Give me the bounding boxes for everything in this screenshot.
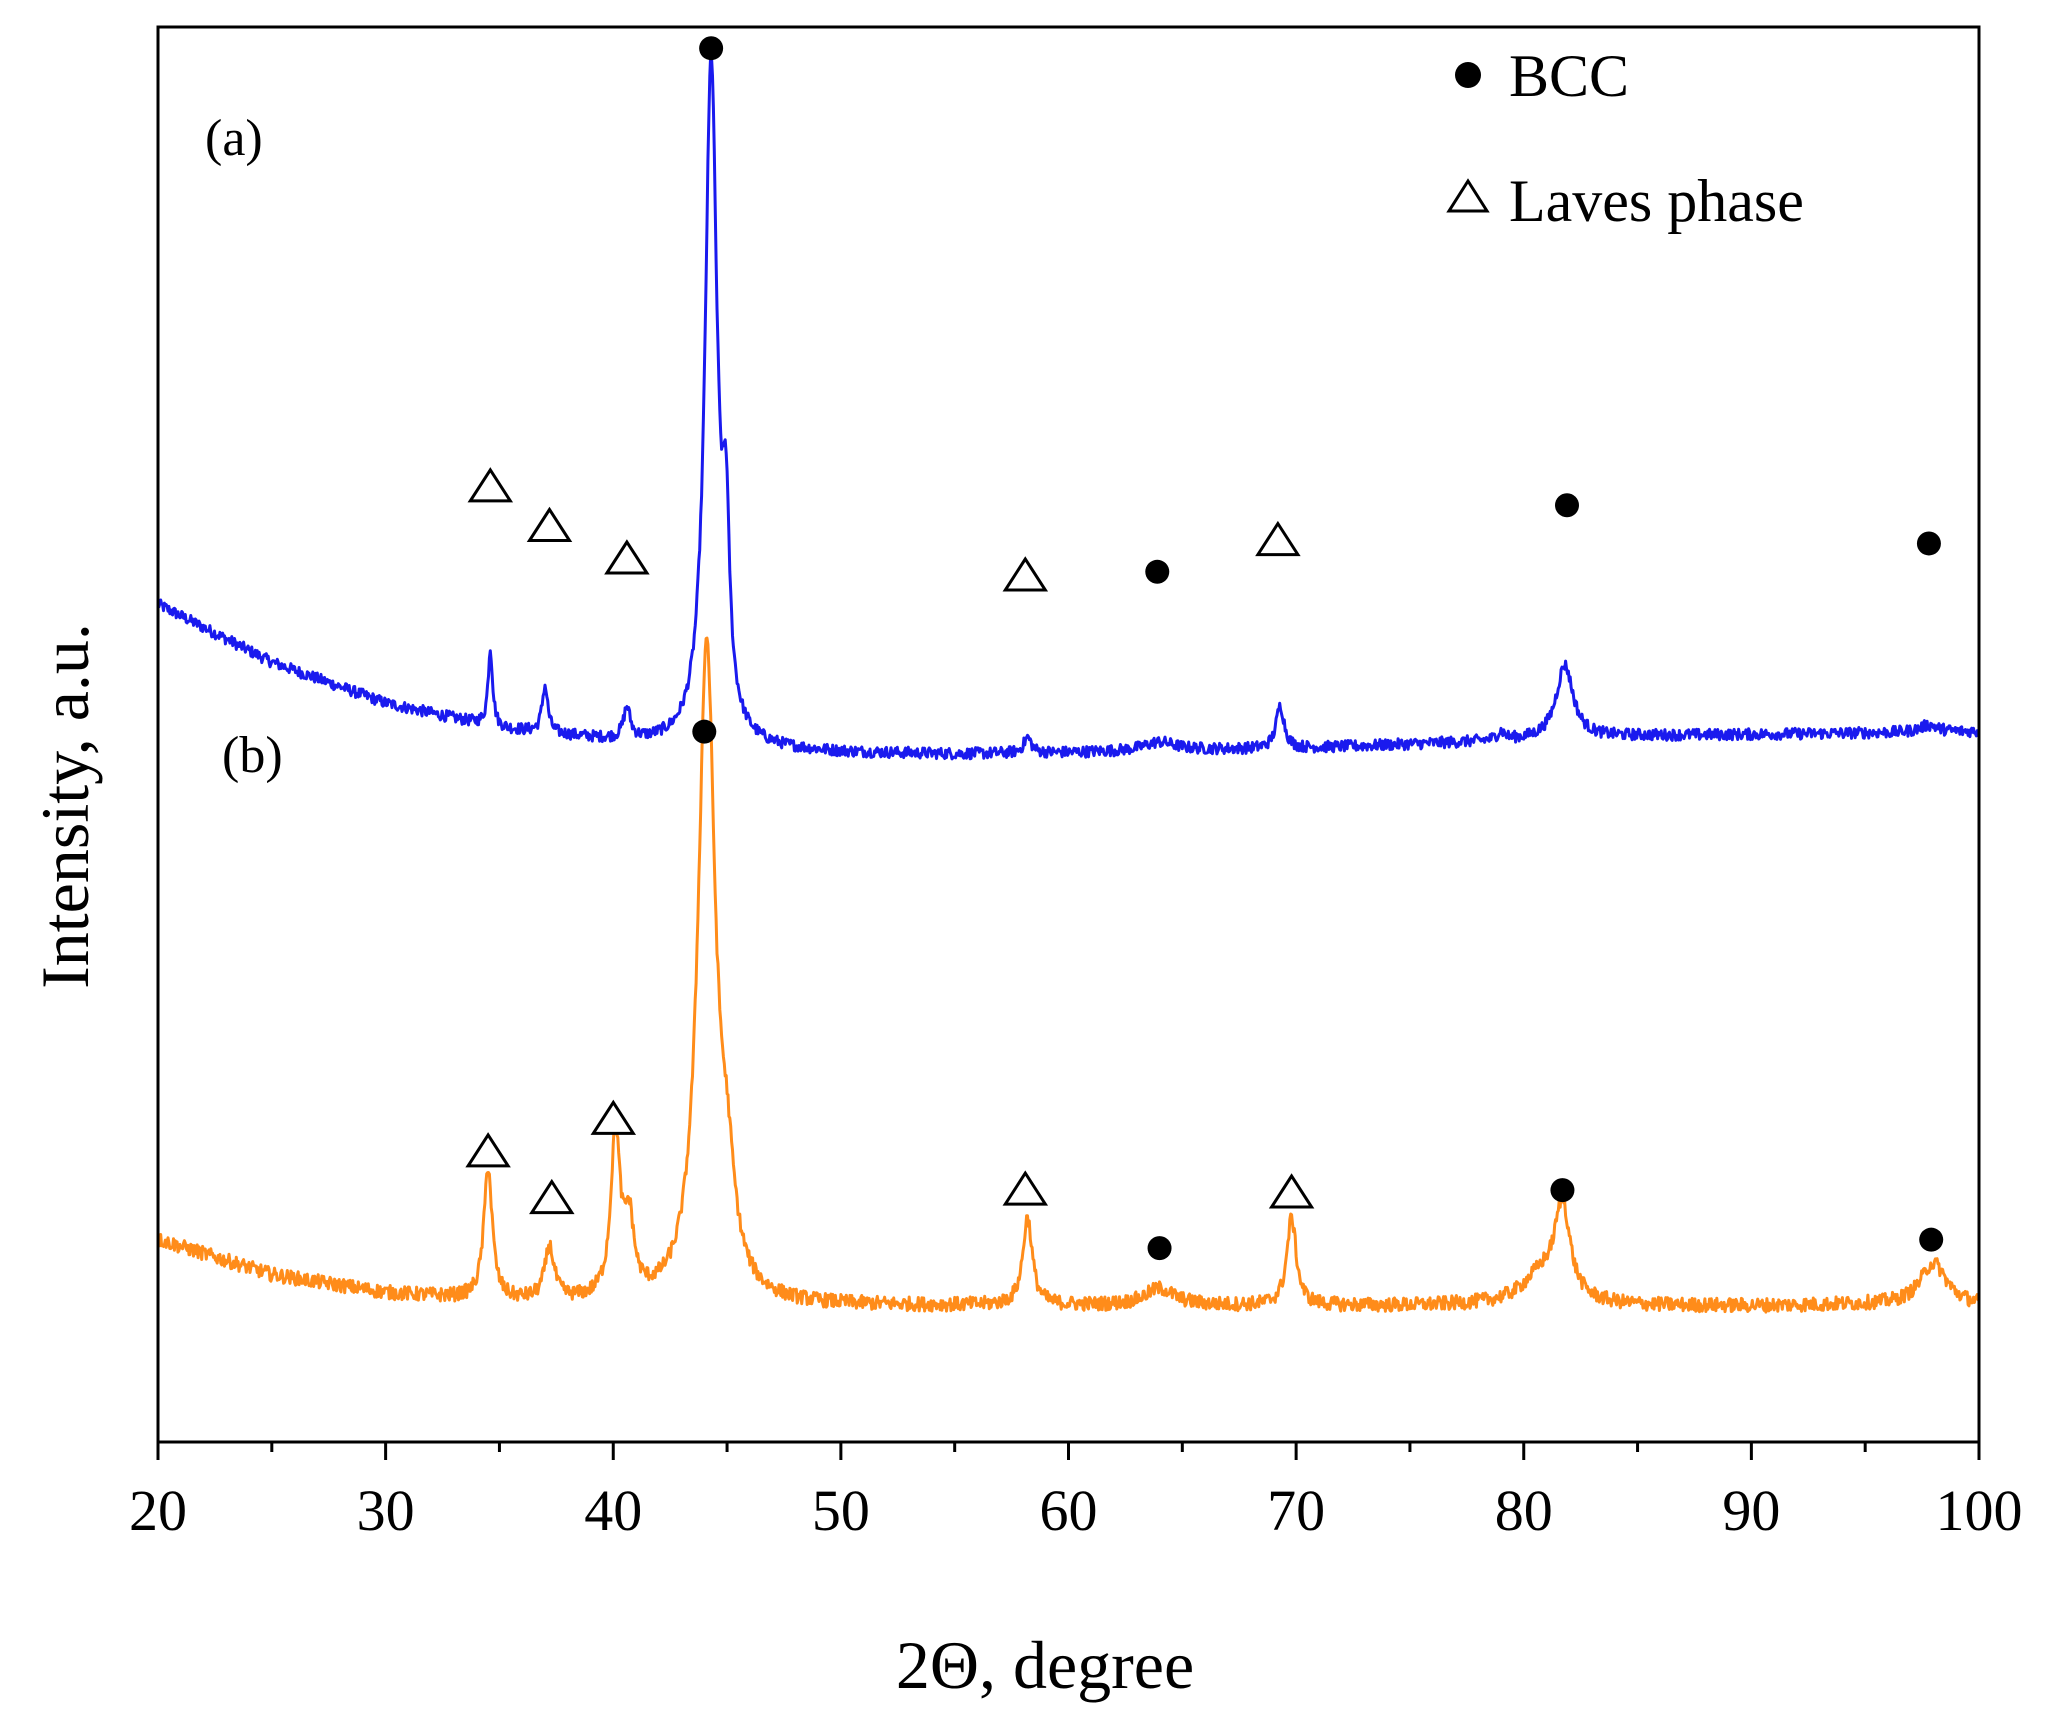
bcc-marker: [699, 36, 724, 61]
legend-laves-label: Laves phase: [1509, 168, 1804, 234]
legend-bcc-marker: [1455, 62, 1481, 88]
phase-markers: [465, 36, 1944, 1261]
series-line-a: [156, 52, 1981, 761]
series-line-b: [157, 636, 1981, 1314]
bcc-marker: [1554, 493, 1579, 518]
bcc-marker: [692, 719, 717, 744]
laves-marker: [604, 539, 650, 575]
x-tick-label: 20: [129, 1478, 187, 1543]
legend-bcc-label: BCC: [1509, 43, 1629, 109]
x-tick-label: 70: [1267, 1478, 1325, 1543]
bcc-marker: [1550, 1178, 1575, 1203]
x-axis-title: 2Θ, degree: [896, 1627, 1194, 1703]
laves-marker: [1002, 556, 1049, 592]
series-b-label: (b): [222, 727, 283, 784]
laves-marker: [1255, 520, 1301, 557]
x-tick-label: 90: [1722, 1478, 1780, 1543]
bcc-marker: [1145, 559, 1170, 584]
x-tick-label: 50: [812, 1478, 870, 1543]
x-tick-label: 60: [1040, 1478, 1098, 1543]
laves-marker: [526, 506, 573, 542]
y-axis-title: Intensity, a.u.: [27, 623, 103, 989]
laves-marker: [467, 467, 514, 503]
laves-marker: [1002, 1170, 1049, 1206]
laves-marker: [529, 1178, 575, 1215]
x-tick-label: 30: [357, 1478, 415, 1543]
laves-marker: [1268, 1173, 1315, 1209]
x-axis-ticks: 20 30 40 50 60 70 80 90 100: [129, 1442, 2023, 1543]
bcc-marker: [1919, 1227, 1944, 1252]
plot-content: [156, 52, 1981, 1314]
bcc-marker: [1916, 531, 1941, 556]
laves-marker: [465, 1132, 511, 1168]
legend: BCC Laves phase: [1446, 43, 1804, 234]
series-a-label: (a): [205, 110, 263, 167]
bcc-marker: [1147, 1236, 1172, 1261]
x-tick-label: 40: [584, 1478, 642, 1543]
laves-marker: [590, 1099, 637, 1135]
x-tick-label: 100: [1936, 1478, 2023, 1543]
legend-laves-marker: [1446, 178, 1490, 213]
x-tick-label: 80: [1495, 1478, 1553, 1543]
